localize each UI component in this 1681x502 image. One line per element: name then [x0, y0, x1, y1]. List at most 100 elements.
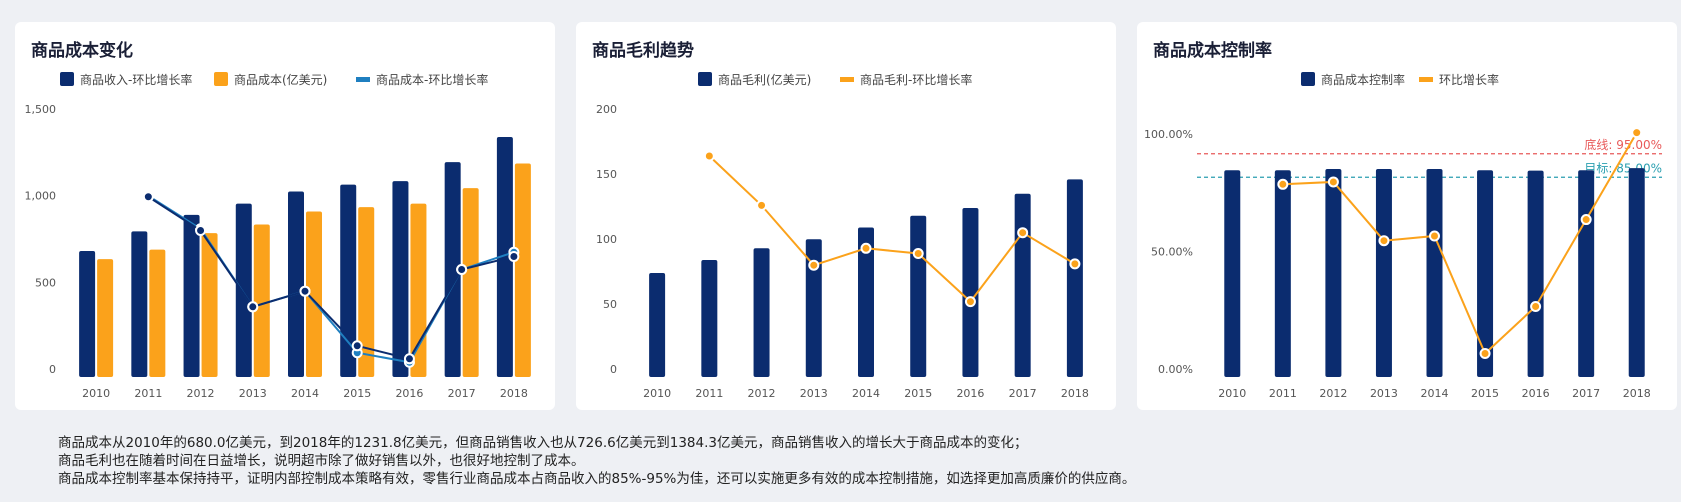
legend-swatch [214, 72, 228, 86]
bar [910, 215, 927, 377]
line-point [860, 242, 872, 254]
bar [462, 188, 479, 377]
gross-profit-chart: 0 50 100 150 200 2010 2011 2012 2013 2014 2015 2016… [596, 72, 1089, 400]
line-point [247, 301, 259, 313]
line-point [964, 296, 976, 308]
line-point [1017, 227, 1029, 239]
summary-line-3: 商品成本控制率基本保持持平，证明内部控制成本策略有效，零售行业商品成本占商品收入… [58, 471, 1136, 487]
bar [1325, 169, 1342, 377]
legend-label: 商品毛利-环比增长率 [860, 72, 972, 87]
bar [235, 203, 252, 377]
series-line [147, 195, 515, 360]
bar [288, 191, 304, 377]
x-tick-label: 2013 [800, 387, 828, 400]
x-tick-label: 2011 [1269, 387, 1297, 400]
legend-swatch [1419, 77, 1433, 82]
bar [858, 227, 874, 377]
bar [514, 163, 531, 377]
bar [444, 162, 461, 377]
series-line [1282, 132, 1638, 356]
x-tick-label: 2015 [904, 387, 932, 400]
x-tick-label: 2013 [239, 387, 267, 400]
legend-swatch [698, 72, 712, 86]
x-tick-label: 2014 [852, 387, 880, 400]
x-tick-label: 2010 [1218, 387, 1246, 400]
bar [1628, 168, 1645, 377]
cost-control-chart: 0.00% 50.00% 100.00% 2010 2011 2012 2013 2014 20… [1144, 72, 1662, 400]
line-point [1327, 176, 1339, 188]
x-tick-label: 2012 [748, 387, 776, 400]
legend-label: 环比增长率 [1439, 72, 1499, 87]
bar [340, 184, 357, 377]
bar [1066, 179, 1083, 377]
bar [1426, 169, 1443, 377]
x-tick-label: 2017 [448, 387, 476, 400]
bar [392, 181, 409, 377]
legend-swatch [840, 77, 854, 82]
bar [1477, 170, 1494, 377]
line-point [703, 150, 715, 162]
y-tick-label: 50 [603, 298, 617, 311]
bar [1375, 169, 1392, 377]
bar [1527, 170, 1544, 377]
legend-label: 商品毛利(亿美元) [718, 72, 811, 87]
summary-line-1: 商品成本从2010年的680.0亿美元，到2018年的1231.8亿美元，但商品… [58, 435, 1028, 451]
x-tick-label: 2017 [1009, 387, 1037, 400]
y-tick-label: 100.00% [1144, 128, 1193, 141]
bar [1224, 170, 1241, 377]
x-tick-label: 2017 [1572, 387, 1600, 400]
line-point [1069, 258, 1081, 270]
line-point [508, 251, 520, 263]
gross-profit-card: 商品毛利趋势 0 50 100 150 200 2010 2011 2012 2013 2014 2… [576, 22, 1116, 410]
line-point [403, 353, 415, 365]
cost-change-card: 商品成本变化 0 500 1,000 1,500 2010 2011 2012 2013 201… [15, 22, 555, 410]
y-tick-label: 0 [610, 363, 617, 376]
bar [701, 260, 718, 377]
x-tick-label: 2012 [187, 387, 215, 400]
line-point [1631, 127, 1643, 139]
line-point [808, 259, 820, 271]
reference-line-label: 底线: 95.00% [1584, 137, 1662, 152]
bar [496, 137, 513, 377]
x-tick-label: 2015 [343, 387, 371, 400]
legend-label: 商品收入-环比增长率 [80, 72, 192, 87]
y-tick-label: 500 [35, 276, 56, 289]
line-point [756, 199, 768, 211]
bar [97, 259, 114, 377]
bar [1578, 170, 1595, 377]
line-point [912, 248, 924, 259]
bar [962, 208, 979, 377]
summary-text: 商品成本从2010年的680.0亿美元，到2018年的1231.8亿美元，但商品… [58, 434, 1135, 488]
x-tick-label: 2015 [1471, 387, 1499, 400]
line-point [1580, 214, 1592, 226]
bar [358, 207, 375, 377]
cost-change-chart: 0 500 1,000 1,500 2010 2011 2012 2013 2014 2015 20… [25, 72, 531, 400]
x-tick-label: 2016 [956, 387, 984, 400]
cost-control-title: 商品成本控制率 [1153, 41, 1272, 61]
reference-line-label: 目标: 85.00% [1584, 161, 1662, 175]
line-point [1429, 230, 1440, 242]
legend-swatch [60, 72, 74, 86]
x-tick-label: 2014 [1421, 387, 1449, 400]
line-point [195, 225, 207, 237]
y-tick-label: 200 [596, 103, 617, 116]
bar [253, 224, 270, 377]
x-tick-label: 2016 [1522, 387, 1550, 400]
x-tick-label: 2013 [1370, 387, 1398, 400]
bar [306, 211, 322, 377]
line-point [299, 285, 311, 297]
summary-line-2: 商品毛利也在随着时间在日益增长，说明超市除了做好销售以外，也很好地控制了成本。 [58, 453, 585, 469]
series-line [708, 155, 1076, 304]
x-tick-label: 2014 [291, 387, 319, 400]
bar [649, 273, 666, 377]
line-point [456, 264, 468, 276]
x-tick-label: 2010 [643, 387, 671, 400]
bar [1274, 170, 1291, 377]
bar [131, 231, 148, 377]
bar [410, 203, 427, 377]
line-point [1277, 178, 1289, 190]
legend-swatch [356, 77, 370, 82]
bar [79, 251, 96, 377]
line-point [1378, 235, 1390, 247]
y-tick-label: 1,500 [25, 103, 57, 116]
